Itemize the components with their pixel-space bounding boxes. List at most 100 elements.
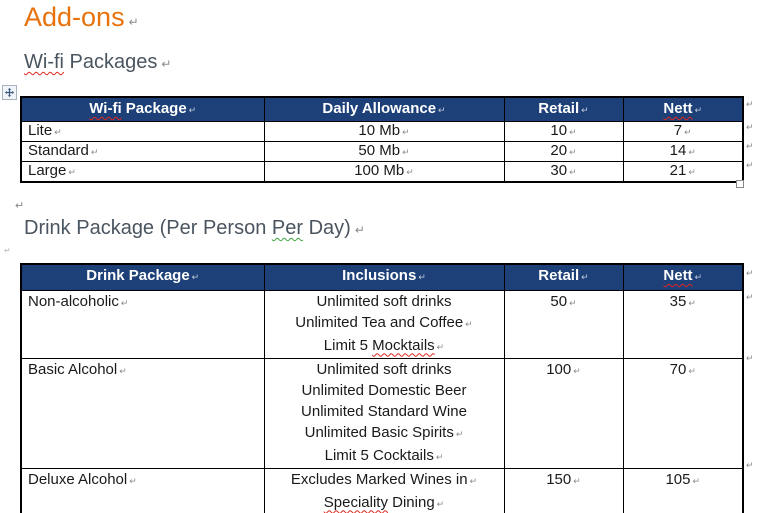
end-of-cell-mark: ↵ [694, 272, 703, 282]
wifi-header-nett[interactable]: Nett ↵ [622, 96, 744, 122]
header-text: Wi-fi [89, 99, 122, 117]
drink-cell-nett[interactable]: 70 ↵ [622, 357, 744, 469]
end-of-cell-mark: ↵ [120, 297, 129, 308]
end-of-cell-mark: ↵ [436, 341, 445, 352]
wifi-section-heading[interactable]: Wi-fi Packages ↵ [24, 51, 171, 74]
end-of-cell-mark: ↵ [436, 498, 445, 509]
drink-cell-inclusions[interactable]: Unlimited soft drinks Unlimited Tea and … [263, 289, 505, 359]
line-break-mark: ↵ [465, 318, 473, 329]
drink-table-header-row: Drink Package ↵ Inclusions ↵ Retail ↵ Nett ↵ [20, 263, 744, 291]
doc-title-text: Add-ons [24, 2, 125, 32]
drink-cell-name[interactable]: Basic Alcohol ↵ [20, 357, 265, 469]
end-of-cell-mark: ↵ [54, 126, 62, 137]
inclusion-line: Unlimited soft drinks [316, 292, 452, 310]
table-move-handle[interactable] [2, 85, 17, 100]
wifi-cell-retail[interactable]: 10 ↵ [503, 120, 624, 142]
paragraph-mark: ↵ [161, 57, 172, 71]
end-of-row-mark: ↵ [746, 353, 754, 363]
drink-cell-nett[interactable]: 35 ↵ [622, 289, 744, 359]
inclusion-line: Limit 5 Mocktails ↵ [323, 336, 445, 354]
end-of-cell-mark: ↵ [573, 475, 581, 486]
end-of-cell-mark: ↵ [688, 365, 696, 376]
drink-cell-inclusions[interactable]: Excludes Marked Wines in ↵ Speciality Din… [263, 467, 505, 513]
cell-text: 30 [550, 161, 568, 179]
end-of-cell-mark: ↵ [188, 104, 197, 115]
wifi-cell-nett[interactable]: 14 ↵ [622, 140, 744, 162]
wifi-header-allowance[interactable]: Daily Allowance ↵ [263, 96, 505, 122]
drink-cell-name[interactable]: Deluxe Alcohol ↵ [20, 467, 265, 513]
header-text: Nett [663, 267, 693, 284]
table-anchor-mark: ↵ [4, 246, 11, 255]
inclusion-line: Speciality Dining ↵ [323, 493, 445, 511]
doc-title[interactable]: Add-ons ↵ [24, 2, 139, 33]
drink-section-heading[interactable]: Drink Package (Per Person Per Day) ↵ [24, 217, 365, 240]
cell-text: 21 [669, 161, 687, 179]
drink-header-nett[interactable]: Nett ↵ [622, 263, 744, 291]
cell-text: 10 [550, 121, 568, 139]
drink-cell-retail[interactable]: 100 ↵ [503, 357, 624, 469]
drink-cell-retail[interactable]: 150 ↵ [503, 467, 624, 513]
cell-text: 100 [546, 360, 572, 378]
drink-header-retail[interactable]: Retail ↵ [503, 263, 624, 291]
end-of-cell-mark: ↵ [581, 104, 589, 115]
cell-text: 70 [669, 360, 687, 378]
end-of-cell-mark: ↵ [406, 166, 414, 177]
wifi-cell-nett[interactable]: 21 ↵ [622, 160, 744, 182]
wifi-header-retail[interactable]: Retail ↵ [503, 96, 624, 122]
drink-cell-name[interactable]: Non-alcoholic ↵ [20, 289, 265, 359]
move-arrows-icon [5, 84, 14, 102]
end-of-cell-mark: ↵ [191, 272, 200, 282]
cell-text: 100 Mb [354, 161, 405, 179]
cell-text: Non-alcoholic [28, 292, 119, 310]
end-of-row-mark: ↵ [746, 141, 754, 151]
end-of-row-mark: ↵ [746, 122, 754, 132]
wifi-cell-retail[interactable]: 20 ↵ [503, 140, 624, 162]
cell-text: 50 Mb [358, 141, 401, 159]
cell-text: Large [28, 161, 67, 179]
end-of-row-mark: ↵ [746, 292, 754, 302]
wifi-header-package[interactable]: Wi-fi Package ↵ [20, 96, 265, 122]
table-resize-handle[interactable] [736, 180, 744, 188]
wifi-cell-nett[interactable]: 7 ↵ [622, 120, 744, 142]
drink-cell-nett[interactable]: 105 ↵ [622, 467, 744, 513]
wifi-heading-rest: Packages [63, 51, 158, 73]
cell-text: 20 [550, 141, 568, 159]
wifi-cell-allowance[interactable]: 100 Mb ↵ [263, 160, 505, 182]
paragraph-mark: ↵ [128, 15, 139, 29]
wifi-cell-allowance[interactable]: 10 Mb ↵ [263, 120, 505, 142]
end-of-cell-mark: ↵ [402, 126, 410, 137]
end-of-cell-mark: ↵ [688, 297, 696, 308]
end-of-cell-mark: ↵ [581, 272, 589, 282]
header-text: Package [121, 99, 187, 117]
cell-text: 14 [669, 141, 687, 159]
wifi-heading-misspelled: Wi-fi [24, 51, 64, 73]
wifi-cell-allowance[interactable]: 50 Mb ↵ [263, 140, 505, 162]
end-of-cell-mark: ↵ [129, 475, 137, 486]
drink-cell-retail[interactable]: 50 ↵ [503, 289, 624, 359]
inclusion-line: Unlimited Basic Spirits ↵ [304, 423, 464, 441]
end-of-cell-mark: ↵ [569, 297, 577, 308]
end-of-cell-mark: ↵ [418, 272, 426, 282]
end-of-row-mark: ↵ [746, 268, 754, 278]
drink-heading-post: Day) [303, 217, 351, 239]
inclusion-line: Unlimited Tea and Coffee ↵ [295, 313, 473, 331]
wifi-cell-retail[interactable]: 30 ↵ [503, 160, 624, 182]
inclusion-line: Unlimited soft drinks [316, 360, 452, 378]
header-text: Retail [538, 99, 580, 117]
cell-text: 10 Mb [358, 121, 401, 139]
wifi-cell-name[interactable]: Large ↵ [20, 160, 265, 182]
end-of-cell-mark: ↵ [694, 104, 703, 115]
drink-header-inclusions[interactable]: Inclusions ↵ [263, 263, 505, 291]
drink-cell-inclusions[interactable]: Unlimited soft drinks Unlimited Domestic… [263, 357, 505, 469]
inclusion-line: Unlimited Domestic Beer [301, 381, 467, 399]
wifi-cell-name[interactable]: Lite ↵ [20, 120, 265, 142]
drink-header-package[interactable]: Drink Package ↵ [20, 263, 265, 291]
end-of-cell-mark: ↵ [684, 126, 692, 137]
end-of-cell-mark: ↵ [688, 166, 696, 177]
end-of-cell-mark: ↵ [569, 126, 577, 137]
drink-heading-pre: Drink Package (Per Person [24, 217, 272, 239]
paragraph-mark: ↵ [15, 200, 25, 212]
drink-table: Drink Package ↵ Inclusions ↵ Retail ↵ Nett ↵… [20, 263, 744, 513]
wifi-cell-name[interactable]: Standard ↵ [20, 140, 265, 162]
